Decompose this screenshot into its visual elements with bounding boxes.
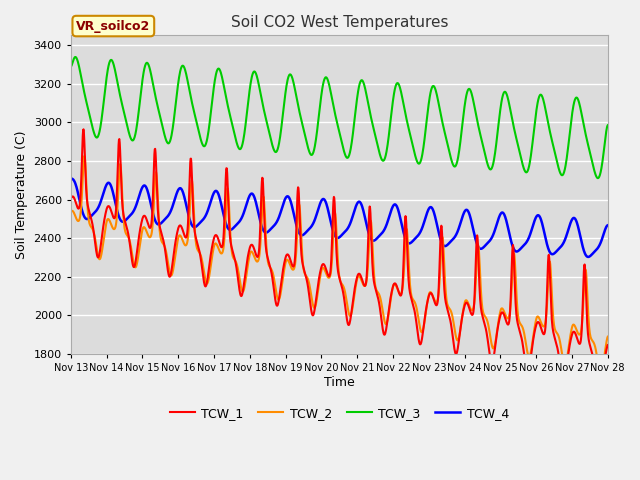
TCW_2	[597, 370, 605, 376]
Title: Soil CO2 West Temperatures: Soil CO2 West Temperatures	[230, 15, 448, 30]
TCW_4	[540, 228, 548, 234]
TCW_3	[594, 175, 602, 181]
Line: TCW_3: TCW_3	[71, 57, 608, 178]
TCW_4	[173, 189, 181, 195]
TCW_2	[540, 323, 548, 329]
TCW_1	[187, 156, 195, 162]
TCW_3	[423, 117, 431, 122]
TCW_3	[67, 64, 75, 70]
TCW_1	[79, 126, 87, 132]
TCW_2	[423, 303, 431, 309]
Line: TCW_2: TCW_2	[71, 156, 608, 373]
Line: TCW_1: TCW_1	[71, 129, 608, 393]
TCW_1	[67, 195, 75, 201]
TCW_3	[173, 85, 181, 91]
Legend: TCW_1, TCW_2, TCW_3, TCW_4: TCW_1, TCW_2, TCW_3, TCW_4	[164, 402, 514, 425]
TCW_3	[247, 80, 255, 86]
TCW_4	[422, 212, 430, 218]
TCW_4	[493, 222, 500, 228]
TCW_2	[247, 249, 255, 255]
TCW_4	[604, 222, 612, 228]
TCW_1	[423, 302, 431, 308]
Line: TCW_4: TCW_4	[71, 179, 608, 257]
TCW_1	[595, 390, 603, 396]
X-axis label: Time: Time	[324, 376, 355, 389]
Text: VR_soilco2: VR_soilco2	[76, 20, 150, 33]
Y-axis label: Soil Temperature (C): Soil Temperature (C)	[15, 131, 28, 259]
TCW_1	[540, 331, 548, 336]
TCW_2	[604, 334, 612, 339]
TCW_2	[67, 208, 75, 214]
TCW_1	[247, 243, 255, 249]
TCW_1	[604, 342, 612, 348]
TCW_3	[604, 122, 612, 128]
TCW_3	[187, 93, 195, 99]
TCW_4	[67, 176, 75, 181]
TCW_1	[173, 228, 181, 234]
TCW_2	[187, 190, 195, 195]
TCW_3	[72, 54, 79, 60]
TCW_4	[246, 192, 254, 197]
TCW_1	[493, 330, 500, 336]
TCW_2	[493, 329, 500, 335]
TCW_4	[584, 254, 592, 260]
TCW_4	[186, 218, 194, 224]
TCW_3	[493, 135, 500, 141]
TCW_3	[540, 101, 548, 107]
TCW_2	[81, 153, 88, 159]
TCW_2	[173, 238, 181, 244]
